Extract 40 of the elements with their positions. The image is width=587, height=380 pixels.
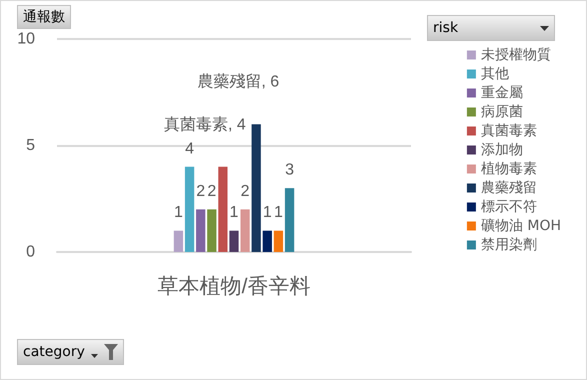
y-tick-label: 5 (26, 137, 36, 154)
legend-label: 植物毒素 (480, 161, 537, 177)
bar (252, 124, 261, 252)
bar (196, 209, 206, 252)
legend-label: 添加物 (480, 142, 523, 158)
bar (218, 166, 228, 252)
legend-label: 標示不符 (480, 199, 537, 215)
bar (274, 230, 284, 252)
bar (262, 230, 272, 252)
legend-label: 病原菌 (480, 104, 523, 120)
bar (284, 188, 294, 252)
data-label: 2 (207, 182, 216, 200)
data-label: 農藥殘留, 6 (197, 72, 280, 91)
legend-label: 農藥殘留 (480, 180, 537, 196)
bar (184, 166, 194, 252)
bar (229, 230, 239, 252)
y-tick-label: 0 (26, 244, 36, 260)
legend-label: 其他 (480, 66, 509, 82)
y-tick-label: 10 (17, 30, 36, 48)
legend-label: 禁用染劑 (480, 237, 537, 253)
data-label: 1 (262, 204, 272, 222)
legend-label: 礦物油 MOH (480, 218, 561, 234)
data-label: 2 (240, 182, 250, 200)
legend-label: 未授權物質 (480, 47, 551, 63)
bar (174, 230, 184, 252)
data-label: 1 (230, 204, 239, 222)
data-label: 1 (174, 204, 183, 222)
x-axis-title: category (23, 344, 85, 360)
data-label: 2 (196, 182, 206, 200)
bar (207, 209, 216, 252)
bar (240, 209, 250, 252)
legend-title: risk (433, 20, 458, 36)
legend-label: 重金屬 (480, 85, 523, 101)
data-label: 4 (185, 140, 194, 158)
data-label: 真菌毒素, 4 (164, 115, 246, 134)
x-tick-label: 草本植物/香辛料 (158, 275, 310, 298)
y-axis-title: 通報數 (23, 8, 65, 26)
data-label: 3 (285, 162, 294, 179)
legend-label: 真菌毒素 (480, 123, 537, 139)
data-label: 1 (274, 204, 283, 222)
